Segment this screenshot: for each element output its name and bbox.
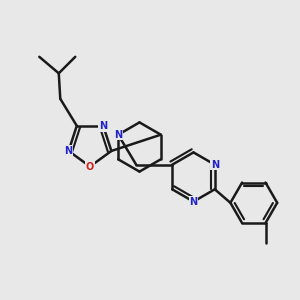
Text: N: N bbox=[114, 130, 122, 140]
Text: N: N bbox=[211, 160, 219, 170]
Text: O: O bbox=[86, 161, 94, 172]
Text: N: N bbox=[64, 146, 73, 156]
Text: N: N bbox=[189, 196, 198, 207]
Text: N: N bbox=[99, 121, 107, 131]
